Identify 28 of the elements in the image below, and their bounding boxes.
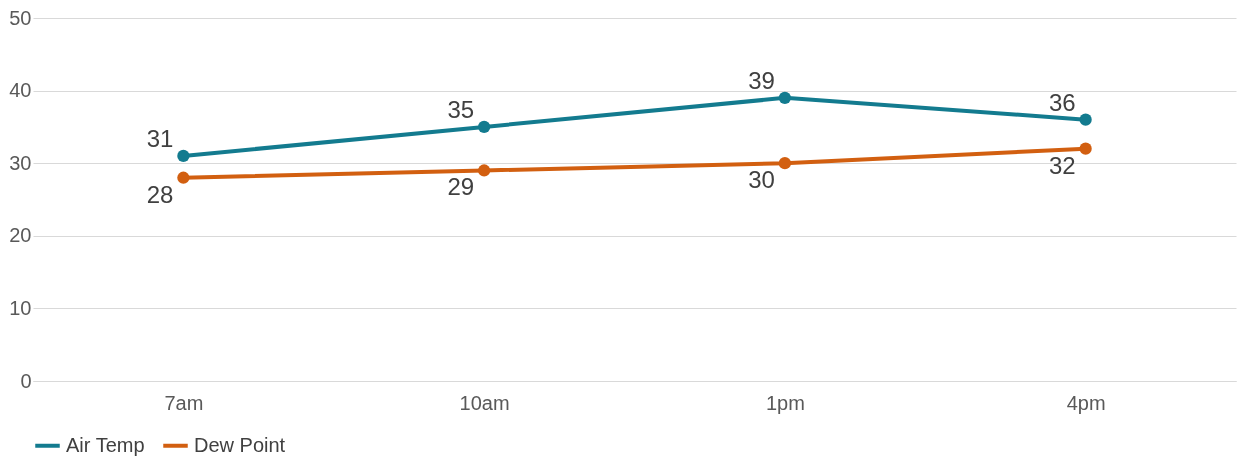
point — [1079, 113, 1092, 126]
legend-label: Dew Point — [194, 433, 286, 456]
data-label: 35 — [447, 95, 475, 123]
data-label: 28 — [146, 180, 174, 208]
legend-label: Air Temp — [66, 433, 145, 456]
data-label: 30 — [748, 166, 775, 194]
x-tick-label: 7am — [164, 391, 204, 414]
point — [177, 171, 190, 184]
point — [778, 157, 791, 170]
data-label: 39 — [748, 66, 775, 94]
x-tick-label: 1pm — [765, 391, 805, 414]
data-label: 29 — [447, 173, 475, 201]
y-tick-label: 30 — [9, 151, 32, 174]
data-label: 36 — [1048, 88, 1076, 116]
y-tick-label: 20 — [9, 224, 32, 247]
point — [478, 164, 491, 177]
x-tick-label: 10am — [459, 391, 510, 414]
y-tick-label: 10 — [9, 296, 32, 319]
point — [778, 91, 791, 104]
y-tick-label: 40 — [9, 79, 32, 102]
point — [1079, 142, 1092, 155]
x-tick-label: 4pm — [1066, 391, 1106, 414]
data-label: 31 — [146, 124, 174, 152]
point — [177, 149, 190, 163]
y-tick-label: 50 — [9, 6, 32, 29]
y-tick-label: 0 — [20, 369, 32, 392]
data-label: 32 — [1048, 151, 1076, 179]
point — [478, 120, 491, 134]
